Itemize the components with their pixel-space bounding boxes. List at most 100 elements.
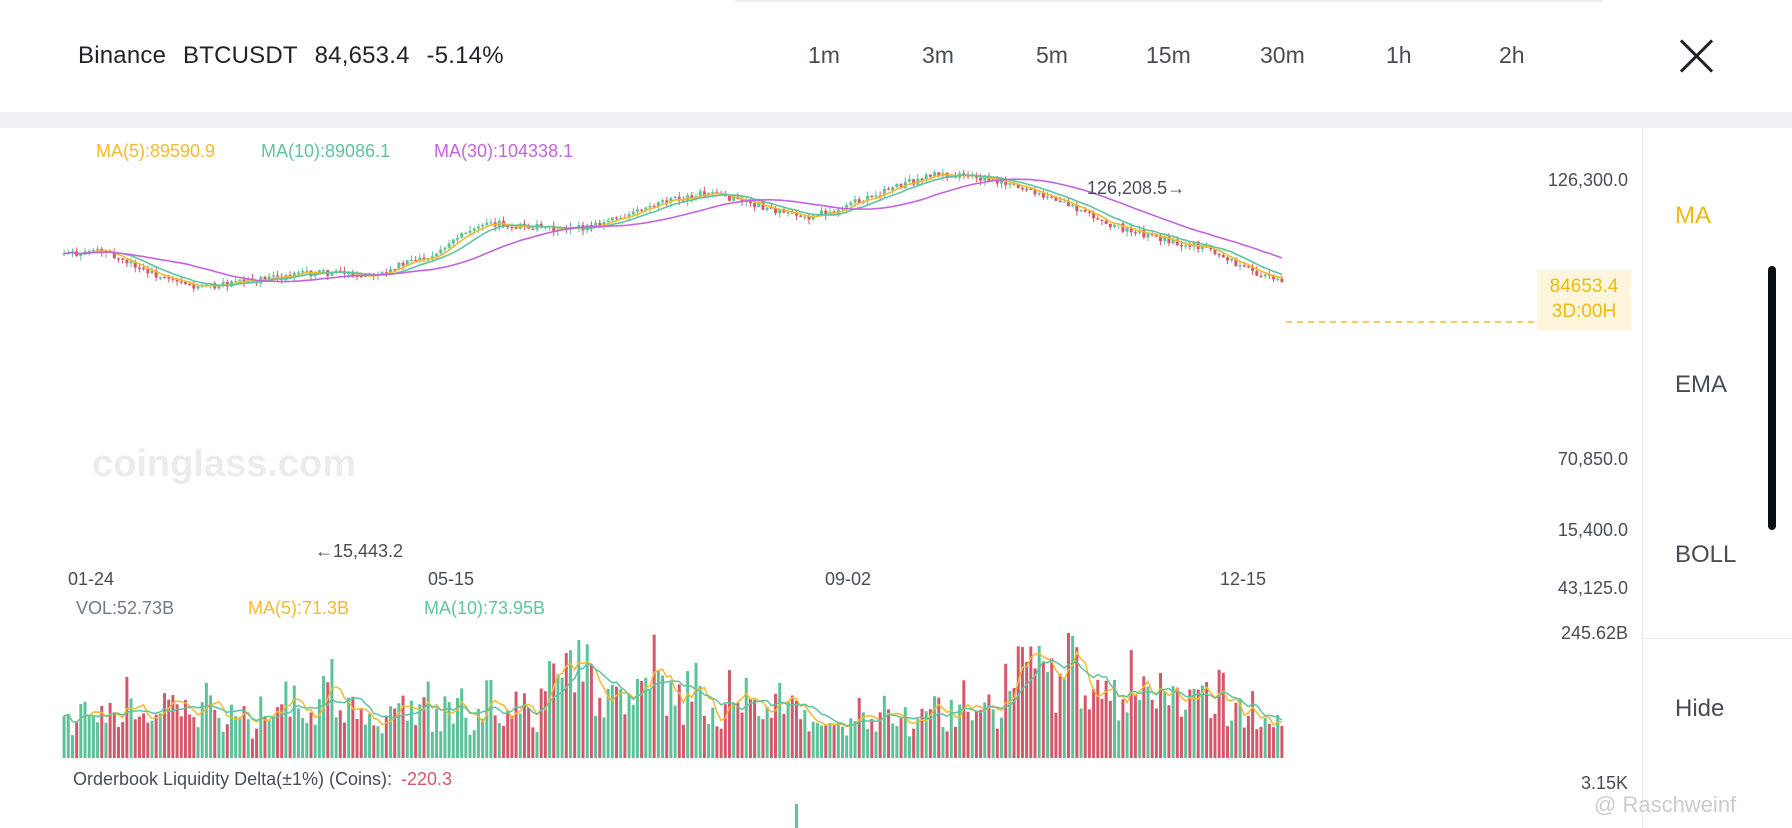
candle-down: [794, 213, 798, 216]
timeframe-15m[interactable]: 15m: [1146, 42, 1191, 68]
candle-up: [489, 222, 493, 224]
exchange-name: Binance: [78, 42, 167, 69]
volume-bar: [200, 702, 204, 758]
candle-up: [476, 226, 480, 229]
volume-bar: [100, 705, 104, 758]
volume-bar: [259, 696, 263, 758]
candle-up: [1276, 278, 1280, 280]
volume-bar: [334, 717, 338, 758]
candle-down: [142, 267, 146, 270]
price-axis-label: 43,125.0: [1558, 578, 1628, 598]
volume-bar: [1167, 705, 1171, 758]
candle-down: [723, 195, 727, 197]
volume-bar: [803, 710, 807, 758]
timeframe-1h[interactable]: 1h: [1386, 42, 1412, 68]
coinglass-watermark: coinglass.com: [92, 443, 356, 485]
indicator-boll[interactable]: BOLL: [1675, 541, 1737, 568]
candle-down: [506, 226, 510, 228]
candle-up: [322, 270, 326, 272]
panel-scrollbar[interactable]: [1768, 266, 1776, 530]
candle-down: [928, 174, 932, 177]
user-watermark: @ Raschweinf: [1594, 792, 1737, 817]
volume-bar: [774, 693, 778, 758]
volume-bar: [192, 717, 196, 758]
volume-bar: [857, 697, 861, 758]
candle-up: [866, 195, 870, 201]
volume-bar: [974, 711, 978, 758]
chart-svg[interactable]: MA(5):89590.9 MA(10):89086.1 MA(30):1043…: [0, 128, 1642, 828]
volume-bar: [539, 688, 543, 758]
close-icon[interactable]: [1676, 36, 1716, 76]
candle-down: [137, 267, 141, 269]
volume-bar: [602, 717, 606, 758]
volume-bar: [1066, 633, 1070, 758]
volume-bar: [489, 679, 493, 758]
candle-up: [765, 207, 769, 210]
volume-bar: [83, 701, 87, 758]
volume-bar: [1108, 700, 1112, 758]
candle-down: [1226, 257, 1229, 261]
timeframe-2h[interactable]: 2h: [1499, 42, 1525, 68]
volume-bar: [610, 684, 614, 758]
candle-up: [1200, 246, 1204, 249]
volume-bar: [146, 722, 150, 758]
volume-bar: [1046, 672, 1050, 758]
candle-up: [443, 247, 447, 250]
volume-bar: [585, 644, 589, 758]
volume-bar: [924, 711, 928, 758]
volume-bar: [958, 704, 962, 758]
volume-axis-label: 245.62B: [1561, 623, 1628, 643]
volume-bar: [493, 715, 497, 758]
candlestick-chart-area[interactable]: MA(5):89590.9 MA(10):89086.1 MA(30):1043…: [0, 128, 1642, 828]
candle-down: [393, 269, 397, 271]
volume-bar: [305, 723, 309, 758]
volume-bar: [472, 730, 476, 758]
volume-bar: [242, 705, 246, 758]
volume-bar: [728, 670, 731, 758]
volume-bar: [1259, 726, 1263, 758]
candle-down: [183, 281, 187, 284]
candle-down: [225, 282, 229, 287]
volume-bar: [485, 680, 489, 758]
candle-down: [1179, 245, 1183, 247]
volume-bar: [481, 718, 485, 758]
volume-bar: [1020, 647, 1024, 758]
timeframe-5m[interactable]: 5m: [1036, 42, 1068, 68]
indicator-ema[interactable]: EMA: [1675, 371, 1728, 398]
volume-bar: [640, 680, 644, 758]
candle-up: [933, 172, 937, 177]
candle-up: [389, 269, 393, 273]
volume-bar: [1133, 695, 1137, 758]
hide-indicator-button[interactable]: Hide: [1675, 695, 1725, 722]
candle-down: [640, 209, 644, 211]
candle-up: [296, 272, 300, 274]
timeframe-1m[interactable]: 1m: [808, 42, 840, 68]
candle-up: [464, 232, 468, 235]
volume-bar: [949, 699, 953, 758]
candle-up: [1000, 180, 1004, 184]
timeframe-30m[interactable]: 30m: [1260, 42, 1305, 68]
candle-down: [1234, 258, 1238, 267]
candle-down: [359, 276, 363, 278]
volume-bar: [510, 715, 514, 758]
timeframe-3m[interactable]: 3m: [922, 42, 954, 68]
volume-bar: [422, 697, 426, 758]
volume-bar: [820, 725, 824, 758]
volume-bar: [694, 662, 698, 758]
candle-up: [301, 271, 305, 273]
candle-up: [1263, 274, 1267, 277]
volume-bar: [987, 694, 991, 758]
volume-ma5-legend: MA(5):71.3B: [248, 598, 349, 618]
volume-bar: [426, 681, 430, 758]
candle-down: [1209, 247, 1213, 250]
volume-bar: [912, 728, 916, 758]
indicator-ma[interactable]: MA: [1675, 202, 1711, 229]
volume-bar: [1246, 715, 1250, 758]
volume-bar: [518, 713, 522, 758]
x-axis-label: 12-15: [1220, 569, 1266, 589]
volume-bar: [560, 677, 564, 758]
volume-bar: [1092, 689, 1096, 758]
candle-up: [627, 214, 631, 218]
candle-up: [983, 175, 987, 181]
volume-bar: [196, 727, 200, 758]
